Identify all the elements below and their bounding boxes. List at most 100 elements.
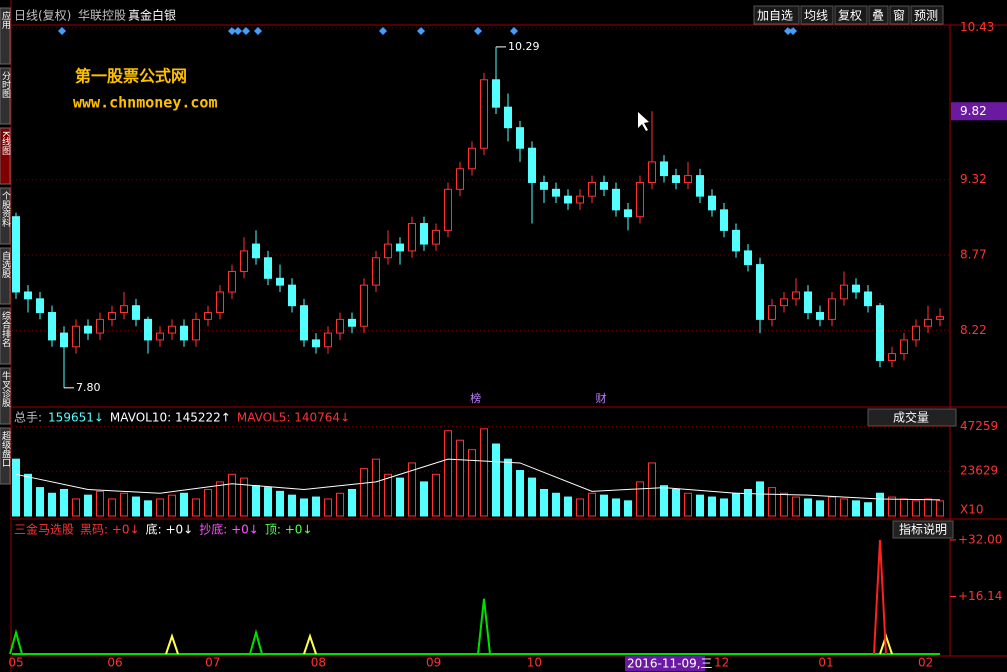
- indicator-selector-label[interactable]: 成交量: [893, 410, 929, 425]
- watermark-url: www.chnmoney.com: [73, 94, 218, 112]
- toolbar-button-label[interactable]: 预测: [914, 9, 938, 23]
- candle-body: [552, 188, 560, 197]
- frame: [10, 0, 1007, 672]
- sidebar-tab-label[interactable]: K线图: [0, 131, 11, 156]
- help-button-label[interactable]: 指标说明: [899, 522, 947, 537]
- volume-bar: [432, 473, 440, 517]
- volume-bar: [168, 494, 176, 517]
- x-tick-label: 08: [311, 656, 326, 670]
- candle-body: [708, 195, 716, 211]
- candle-body: [564, 195, 572, 204]
- candle-body: [792, 291, 800, 300]
- signal-spike: [249, 628, 263, 655]
- candle-body: [264, 257, 272, 279]
- sidebar-tab-label[interactable]: 牛叉诊股: [0, 370, 11, 408]
- volume-header: MAVOL5: 140764↓: [237, 411, 350, 425]
- sidebar-tab[interactable]: [0, 367, 11, 425]
- candle-body: [120, 305, 128, 314]
- volume-bar: [348, 488, 356, 517]
- volume-bar: [780, 492, 788, 517]
- volume-bar: [480, 428, 488, 517]
- candle-body: [768, 305, 776, 320]
- sidebar-tab[interactable]: [0, 187, 11, 245]
- volume-bar: [312, 496, 320, 517]
- sidebar-tab[interactable]: [0, 247, 11, 305]
- volume-bar: [108, 498, 116, 517]
- signal-spike: [303, 633, 317, 655]
- y-tick-label: 8.77: [960, 248, 987, 262]
- sidebar-tab-label[interactable]: 超级盘口: [0, 430, 11, 467]
- toolbar-button-label[interactable]: 加自选: [757, 9, 793, 23]
- toolbar-button[interactable]: [889, 5, 910, 25]
- volume-bar: [744, 488, 752, 517]
- candle-body: [828, 298, 836, 320]
- sidebar-tab[interactable]: [0, 7, 11, 65]
- x-tick-label: 09: [426, 656, 441, 670]
- watermark-name: 第一股票公式网: [75, 67, 187, 86]
- candle-body: [372, 257, 380, 286]
- toolbar-button[interactable]: [834, 5, 868, 25]
- candle-body: [600, 181, 608, 190]
- toolbar-button[interactable]: [868, 5, 889, 25]
- mavol-line: [15, 458, 941, 501]
- volume-bar: [408, 462, 416, 517]
- cursor: [638, 112, 649, 131]
- volume-bar: [528, 477, 536, 517]
- volume-bar: [864, 502, 872, 517]
- news-marker[interactable]: 榜: [470, 391, 481, 405]
- signal-diamond: [228, 27, 236, 35]
- candle-body: [432, 229, 440, 245]
- volume-bar: [732, 492, 740, 517]
- sidebar-tab-label[interactable]: 综合排名: [0, 310, 11, 348]
- candle-body: [360, 284, 368, 327]
- sidebar-tab[interactable]: [0, 427, 11, 485]
- volume-bar: [768, 487, 776, 517]
- candle-body: [636, 181, 644, 218]
- candle-body: [696, 175, 704, 197]
- volume-bar: [60, 488, 68, 517]
- volume-bar: [828, 496, 836, 517]
- sidebar-tab[interactable]: [0, 127, 11, 185]
- sidebar-tab-label[interactable]: 自选股: [0, 250, 11, 279]
- help-button[interactable]: [892, 520, 954, 539]
- volume-header: 总手:: [14, 411, 42, 425]
- candle-body: [348, 318, 356, 327]
- toolbar-button-label[interactable]: 叠: [872, 9, 884, 23]
- volume-bar: [132, 496, 140, 517]
- candle-body: [216, 291, 224, 314]
- volume-bar: [588, 492, 596, 517]
- y-tick-label: +32.00: [958, 532, 1002, 546]
- y-tick-label: 10.43: [960, 20, 994, 34]
- candle-body: [204, 312, 212, 320]
- sidebar-tab-label[interactable]: 个股资料: [0, 191, 11, 228]
- candle-body: [312, 339, 320, 348]
- volume-bar: [384, 473, 392, 517]
- date-box: [625, 656, 705, 671]
- volume-bar: [468, 449, 476, 517]
- volume-header: 159651↓: [48, 411, 104, 425]
- candle-body: [888, 353, 896, 361]
- sidebar-tab[interactable]: [0, 307, 11, 365]
- toolbar-button[interactable]: [910, 5, 944, 25]
- toolbar-button-label[interactable]: 窗: [893, 9, 905, 23]
- sidebar-tab-label[interactable]: 分时图: [0, 71, 11, 99]
- candle-body: [420, 223, 428, 245]
- signal-spike: [165, 633, 179, 655]
- toolbar-button[interactable]: [800, 5, 834, 25]
- signal-diamond: [379, 27, 387, 35]
- news-marker[interactable]: 财: [596, 391, 607, 405]
- y-tick-label: 8.22: [960, 323, 987, 337]
- toolbar-button-label[interactable]: 均线: [804, 9, 828, 23]
- sidebar-tab-label[interactable]: 应用: [0, 10, 11, 30]
- toolbar-button[interactable]: [753, 5, 800, 25]
- volume-bar: [624, 500, 632, 517]
- volume-bar: [540, 488, 548, 517]
- volume-bar: [756, 481, 764, 517]
- candle-body: [852, 284, 860, 293]
- candle-body: [468, 147, 476, 170]
- candle-body: [804, 291, 812, 314]
- sidebar-tab[interactable]: [0, 67, 11, 125]
- toolbar-button-label[interactable]: 复权: [838, 9, 862, 23]
- volume-bar: [456, 439, 464, 517]
